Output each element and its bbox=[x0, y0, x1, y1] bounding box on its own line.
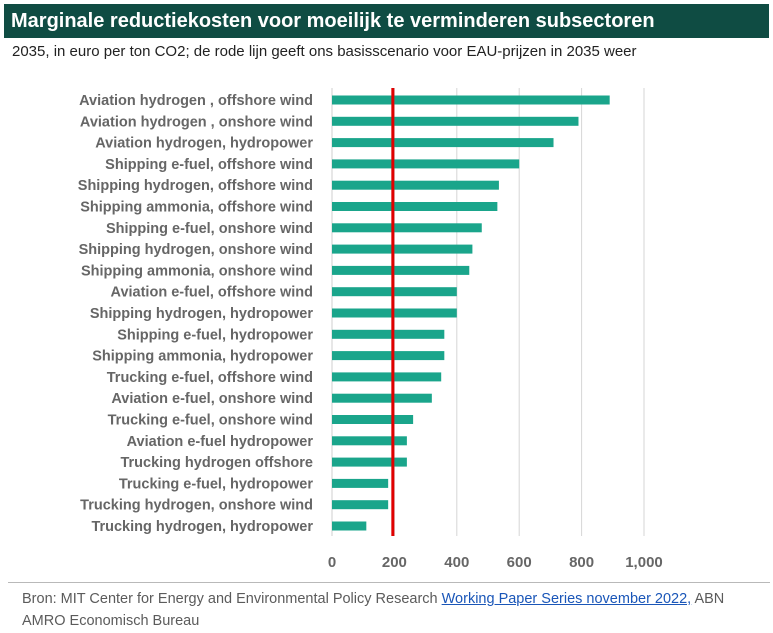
x-tick-label: 200 bbox=[382, 554, 407, 571]
bar bbox=[332, 287, 457, 297]
source-note: Bron: MIT Center for Energy and Environm… bbox=[22, 588, 762, 632]
category-label: Aviation e-fuel, offshore wind bbox=[111, 285, 313, 301]
bar bbox=[332, 159, 520, 169]
x-tick-label: 1,000 bbox=[625, 554, 663, 571]
bar-chart: Aviation hydrogen , offshore wind Aviatio… bbox=[78, 88, 663, 571]
bar bbox=[332, 202, 498, 211]
chart-subtitle: 2035, in euro per ton CO2; de rode lijn … bbox=[12, 43, 637, 60]
bar bbox=[332, 457, 407, 467]
category-label: Trucking hydrogen, hydropower bbox=[91, 519, 313, 535]
category-label: Shipping hydrogen, hydropower bbox=[90, 306, 313, 322]
category-label: Aviation hydrogen , offshore wind bbox=[79, 93, 313, 109]
category-label: Shipping hydrogen, offshore wind bbox=[78, 178, 313, 194]
category-label: Aviation e-fuel, onshore wind bbox=[111, 391, 313, 407]
bar bbox=[332, 415, 414, 424]
bar bbox=[332, 138, 554, 148]
bar bbox=[332, 521, 367, 531]
category-label: Shipping e-fuel, onshore wind bbox=[106, 221, 313, 237]
bar bbox=[332, 116, 579, 126]
x-tick-label: 600 bbox=[507, 554, 532, 571]
category-label: Shipping e-fuel, hydropower bbox=[117, 327, 313, 343]
category-label: Trucking hydrogen offshore bbox=[120, 455, 313, 471]
chart-title: Marginale reductiekosten voor moeilijk t… bbox=[4, 4, 769, 38]
category-label: Shipping ammonia, hydropower bbox=[92, 349, 313, 365]
source-suffix: ABN AMRO Economisch Bureau bbox=[22, 591, 725, 629]
working-paper-link[interactable]: Working Paper Series november 2022, bbox=[441, 591, 692, 607]
x-tick-label: 400 bbox=[444, 554, 469, 571]
bar bbox=[332, 372, 442, 382]
bar bbox=[332, 244, 473, 254]
category-label: Shipping ammonia, onshore wind bbox=[81, 263, 313, 279]
category-label: Shipping e-fuel, offshore wind bbox=[105, 157, 313, 173]
category-label: Trucking e-fuel, offshore wind bbox=[107, 370, 313, 386]
bar bbox=[332, 478, 389, 488]
bar bbox=[332, 436, 407, 446]
bar bbox=[332, 180, 499, 190]
category-label: Shipping hydrogen, onshore wind bbox=[79, 242, 313, 258]
category-label: Aviation e-fuel hydropower bbox=[127, 434, 314, 450]
source-divider bbox=[8, 582, 770, 583]
bar bbox=[332, 500, 389, 510]
category-label: Shipping ammonia, offshore wind bbox=[80, 200, 313, 216]
bar bbox=[332, 223, 482, 233]
bar bbox=[332, 351, 445, 361]
x-tick-label: 800 bbox=[569, 554, 594, 571]
bar bbox=[332, 95, 610, 105]
bar bbox=[332, 393, 432, 403]
source-prefix: Bron: MIT Center for Energy and Environm… bbox=[22, 591, 442, 607]
category-label: Trucking e-fuel, hydropower bbox=[119, 476, 314, 492]
category-label: Aviation hydrogen , onshore wind bbox=[80, 114, 313, 130]
bar bbox=[332, 329, 445, 339]
category-label: Aviation hydrogen, hydropower bbox=[95, 136, 313, 152]
category-label: Trucking e-fuel, onshore wind bbox=[108, 413, 313, 429]
category-label: Trucking hydrogen, onshore wind bbox=[80, 498, 313, 514]
bar bbox=[332, 308, 457, 318]
x-tick-label: 0 bbox=[328, 554, 336, 571]
bar bbox=[332, 265, 470, 275]
